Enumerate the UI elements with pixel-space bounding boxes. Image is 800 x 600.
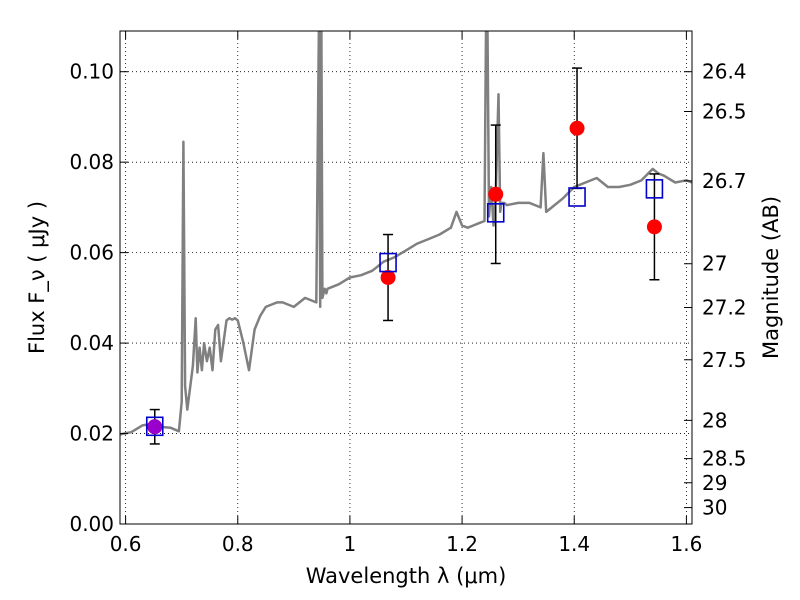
right-tick-label: 26.5: [702, 100, 747, 124]
tick-labels: 0.6 0.8 1 1.2 1.4 1.6 0.00 0.02 0.04 0.06 0.08 0.10…: [69, 60, 746, 556]
y-tick-label: 0.04: [69, 331, 114, 355]
right-tick-label: 27: [702, 252, 727, 276]
observed-circle: [646, 219, 662, 235]
model-square: [379, 252, 397, 273]
highlight-circle: [147, 419, 163, 435]
spectrum-line: [120, 31, 692, 436]
y-tick-label: 0.06: [69, 241, 114, 265]
right-tick-label: 28.5: [702, 447, 747, 471]
y-tick-label: 0.00: [69, 512, 114, 536]
observed-circle: [569, 120, 585, 136]
model-square: [486, 203, 505, 223]
right-tick-label: 27.5: [702, 348, 747, 372]
x-tick-label: 1.2: [446, 532, 478, 556]
model-square: [645, 179, 664, 199]
right-tick-label: 30: [702, 496, 727, 520]
plot-frame: [119, 30, 693, 525]
model-points: [145, 179, 664, 437]
x-tick-label: 1: [344, 532, 357, 556]
x-tick-label: 0.6: [110, 532, 142, 556]
observed-points: [147, 120, 662, 435]
model-square: [145, 416, 164, 437]
model-spectrum: [120, 31, 692, 436]
model-square: [568, 187, 586, 207]
y-tick-label: 0.10: [69, 60, 114, 84]
observed-circle: [488, 186, 504, 202]
right-y-axis-label: Magnitude (AB): [759, 196, 783, 359]
x-tick-label: 1.4: [558, 532, 590, 556]
right-tick-label: 28: [702, 408, 727, 432]
right-tick-label: 26.7: [702, 169, 747, 193]
x-tick-label: 0.8: [222, 532, 254, 556]
y-axis-label: Flux F_ν ( μJy ): [25, 201, 50, 354]
x-axis-label: Wavelength λ (μm): [306, 564, 507, 588]
right-tick-label: 27.2: [702, 296, 747, 320]
x-tick-label: 1.6: [670, 532, 702, 556]
right-tick-label: 26.4: [702, 60, 747, 84]
y-tick-label: 0.08: [69, 150, 114, 174]
y-tick-label: 0.02: [69, 422, 114, 446]
observed-circle: [380, 270, 396, 285]
right-tick-label: 29: [702, 471, 727, 495]
grid: [120, 31, 692, 524]
axis-ticks: [120, 31, 692, 525]
